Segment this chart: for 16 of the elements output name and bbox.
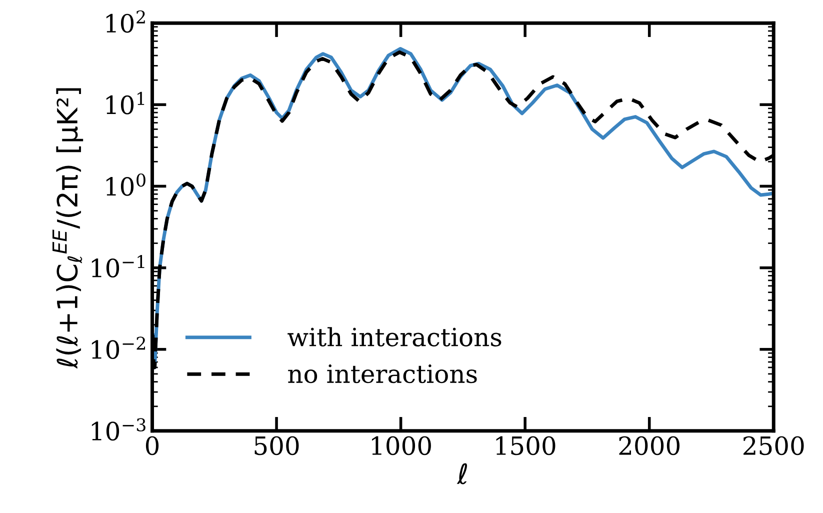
x-tick-label: 500 [254,436,299,456]
y-tick-label: 10$^{0}$ [106,173,146,196]
y-tick-label: 10$^{−2}$ [92,336,146,360]
x-tick-label: 2500 [744,436,804,456]
x-tick-label: 2000 [619,436,680,456]
x-axis-title: ℓ [456,463,467,484]
y-tick-label: 10$^{−3}$ [92,418,146,441]
y-tick-label: 10$^{−1}$ [92,255,144,278]
x-tick-label: 1000 [372,436,431,456]
y-axis-title: ℓ(ℓ+1)C$_{ℓ}$$^{EE}$/(2π) [μK²] [52,88,84,369]
legend-label: no interactions [288,364,477,384]
y-tick-label: 10$^{2}$ [106,10,145,33]
x-tick-label: 0 [146,436,159,456]
legend-label: with interactions [288,327,502,346]
x-tick-label: 1500 [496,436,556,456]
y-tick-label: 10$^{1}$ [106,92,144,114]
